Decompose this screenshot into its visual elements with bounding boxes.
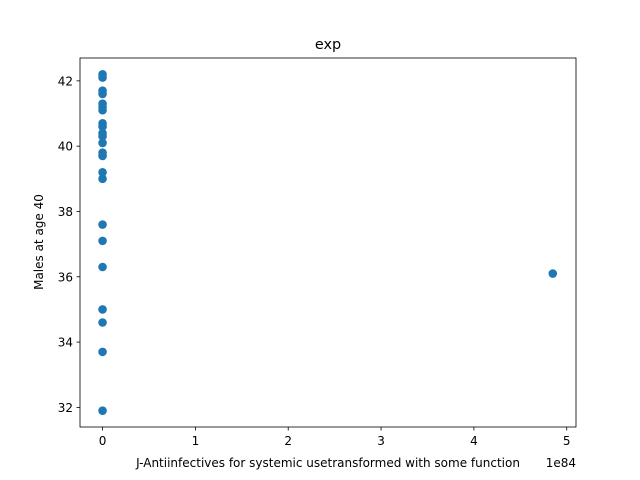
y-tick-label: 38 xyxy=(58,205,73,219)
x-tick-label: 5 xyxy=(563,434,571,448)
scatter-point xyxy=(98,89,107,99)
y-axis-label: Males at age 40 xyxy=(32,194,46,290)
x-tick-label: 4 xyxy=(470,434,478,448)
scatter-point xyxy=(98,138,107,148)
x-axis-ticks: 0 1 2 3 4 5 xyxy=(99,427,571,448)
scatter-point xyxy=(98,318,107,327)
scatter-point xyxy=(98,220,107,229)
x-tick-label: 1 xyxy=(192,434,200,448)
scatter-point xyxy=(98,347,107,357)
scatter-point xyxy=(98,305,107,314)
x-axis-offset-label: 1e84 xyxy=(546,456,576,470)
y-tick-label: 42 xyxy=(58,74,73,88)
y-tick-label: 36 xyxy=(58,270,73,284)
scatter-point xyxy=(98,236,107,246)
scatter-point xyxy=(98,262,107,272)
scatter-point xyxy=(98,73,107,82)
chart-title: exp xyxy=(315,37,341,53)
y-tick-label: 40 xyxy=(58,140,73,154)
scatter-point xyxy=(98,151,107,161)
y-tick-label: 32 xyxy=(58,401,73,415)
scatter-point xyxy=(98,167,107,177)
x-tick-label: 0 xyxy=(99,434,107,448)
x-tick-label: 3 xyxy=(377,434,385,448)
x-axis-label: J-Antiinfectives for systemic usetransfo… xyxy=(135,456,520,470)
scatter-point xyxy=(98,174,107,184)
scatter-point xyxy=(98,122,107,131)
axes-frame xyxy=(79,57,577,428)
scatter-point xyxy=(98,406,107,415)
scatter-point xyxy=(548,269,558,278)
scatter-point xyxy=(98,132,107,141)
y-axis-ticks: 32 34 36 38 40 42 xyxy=(58,74,80,415)
y-tick-label: 34 xyxy=(58,336,73,350)
points-layer xyxy=(98,70,558,415)
scatter-point xyxy=(98,105,107,115)
x-tick-label: 2 xyxy=(284,434,292,448)
